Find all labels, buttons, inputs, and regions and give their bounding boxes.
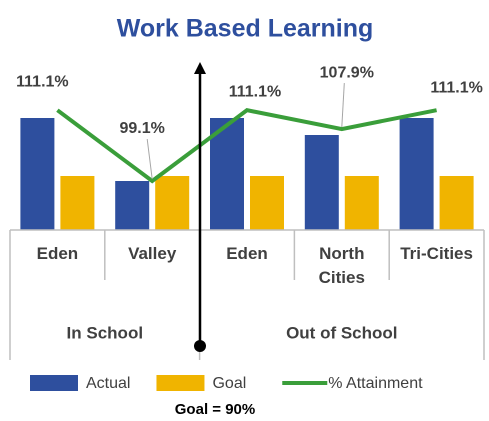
group-label: In School [67, 323, 144, 342]
group-label: Out of School [286, 323, 397, 342]
leader-line [146, 138, 153, 180]
chart-title: Work Based Learning [117, 15, 374, 43]
line-series [56, 108, 437, 184]
bar [60, 176, 95, 230]
leader-line [341, 83, 345, 128]
bar [304, 135, 339, 230]
x-tick-label: North Cities [318, 244, 365, 287]
x-tick-label: Eden [36, 244, 79, 263]
x-tick-label: Tri-Cities [400, 244, 473, 263]
bar [210, 118, 244, 230]
legend-label: % Attainment [328, 375, 423, 392]
data-label: 107.9% [320, 64, 374, 81]
bar [344, 176, 379, 230]
bar [399, 118, 434, 230]
x-tick-label: Valley [128, 244, 177, 263]
bar [115, 181, 150, 230]
data-label: 111.1% [229, 83, 282, 100]
bar [20, 118, 55, 230]
legend-swatch [30, 375, 78, 391]
legend-swatch [156, 375, 205, 391]
bar [439, 176, 474, 230]
x-tick-label: Eden [226, 244, 268, 263]
bar [250, 176, 284, 230]
bar [155, 176, 190, 230]
data-label: 111.1% [430, 79, 483, 96]
legend-label: Actual [86, 375, 130, 392]
annotation: Goal = 90% [175, 401, 255, 418]
data-label: 111.1% [16, 73, 69, 90]
arrow-head [194, 62, 206, 74]
data-label: 99.1% [120, 120, 165, 137]
arrow-dot [194, 340, 206, 352]
legend-label: Goal [212, 375, 246, 392]
